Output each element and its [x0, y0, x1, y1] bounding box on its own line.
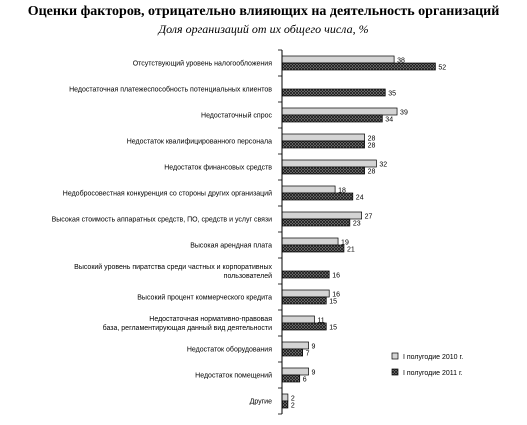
bar-2010 [281, 367, 309, 376]
legend-label: I полугодие 2011 г. [403, 370, 463, 377]
data-label: 23 [353, 221, 361, 228]
data-label: 18 [338, 188, 346, 195]
category-label: Недостаточная платежеспособность потенци… [69, 86, 272, 94]
bar-2010 [281, 185, 336, 194]
bar-2010 [281, 133, 365, 142]
bar-2010 [281, 289, 330, 298]
data-label: 2 [291, 403, 295, 410]
data-label: 6 [303, 377, 307, 384]
category-label: Высокий уровень пиратства среди частных … [74, 263, 272, 271]
data-label: 15 [329, 299, 337, 306]
data-label: 28 [368, 136, 376, 143]
category-label: пользователей [224, 272, 272, 280]
data-label: 11 [317, 318, 324, 325]
bar-2010 [281, 393, 289, 402]
bar-2011 [281, 270, 330, 279]
bar-2011 [281, 400, 289, 409]
data-label: 9 [312, 344, 316, 351]
data-label: 2 [291, 396, 295, 403]
category-label: Недостаток квалифицированного персонала [127, 139, 272, 146]
bar-2011 [281, 114, 383, 123]
data-label: 35 [388, 91, 396, 98]
data-label: 16 [332, 292, 340, 299]
legend-swatch [391, 368, 399, 376]
bar-2011 [281, 296, 327, 305]
data-label: 38 [397, 58, 405, 65]
data-label: 27 [365, 214, 373, 221]
bar-2010 [281, 107, 398, 116]
data-label: 32 [379, 162, 387, 169]
bar-2011 [281, 348, 303, 357]
data-label: 28 [368, 169, 376, 176]
chart-title: Оценки факторов, отрицательно влияющих н… [27, 4, 500, 19]
data-label: 28 [368, 143, 376, 150]
bar-2011 [281, 244, 345, 253]
data-label: 39 [400, 110, 408, 117]
data-label: 52 [438, 65, 446, 72]
data-label: 16 [332, 273, 340, 280]
bar-2011 [281, 62, 436, 71]
bar-2010 [281, 237, 339, 246]
legend-label: I полугодие 2010 г. [403, 354, 463, 361]
bar-2010 [281, 211, 363, 220]
category-label: Недостаток оборудования [187, 346, 272, 354]
bar-2011 [281, 374, 301, 383]
legend-swatch [391, 352, 399, 360]
data-label: 21 [347, 247, 355, 254]
category-label: Отсутствующий уровень налогообложения [133, 60, 272, 68]
bar-2010 [281, 55, 395, 64]
bar-2010 [281, 341, 309, 350]
bar-2011 [281, 140, 365, 149]
data-label: 15 [329, 325, 337, 332]
chart-subtitle: Доля организаций от их общего числа, % [158, 22, 369, 36]
data-label: 24 [356, 195, 364, 202]
data-label: 7 [306, 351, 310, 358]
category-label: Другие [250, 399, 273, 406]
category-label: база, регламентирующая данный вид деятел… [103, 324, 272, 332]
bar-2011 [281, 192, 354, 201]
bar-2010 [281, 315, 315, 324]
data-label: 9 [312, 370, 316, 377]
category-label: Недостаточный спрос [201, 112, 272, 120]
bar-2011 [281, 88, 386, 97]
data-label: 19 [341, 240, 349, 247]
category-label: Недобросовестная конкуренция со стороны … [63, 190, 272, 198]
bar-2010 [281, 159, 377, 168]
category-label: Высокий процент коммерческого кредита [137, 294, 272, 302]
category-label: Недостаточная нормативно-правовая [149, 316, 272, 323]
bar-2011 [281, 166, 365, 175]
data-label: 34 [385, 117, 393, 124]
bar-2011 [281, 322, 327, 331]
category-label: Недостаток помещений [195, 372, 272, 380]
category-label: Высокая стоимость аппаратных средств, ПО… [52, 217, 272, 224]
category-label: Высокая арендная плата [190, 243, 272, 250]
category-label: Недостаток финансовых средств [164, 165, 272, 172]
bar-2011 [281, 218, 351, 227]
